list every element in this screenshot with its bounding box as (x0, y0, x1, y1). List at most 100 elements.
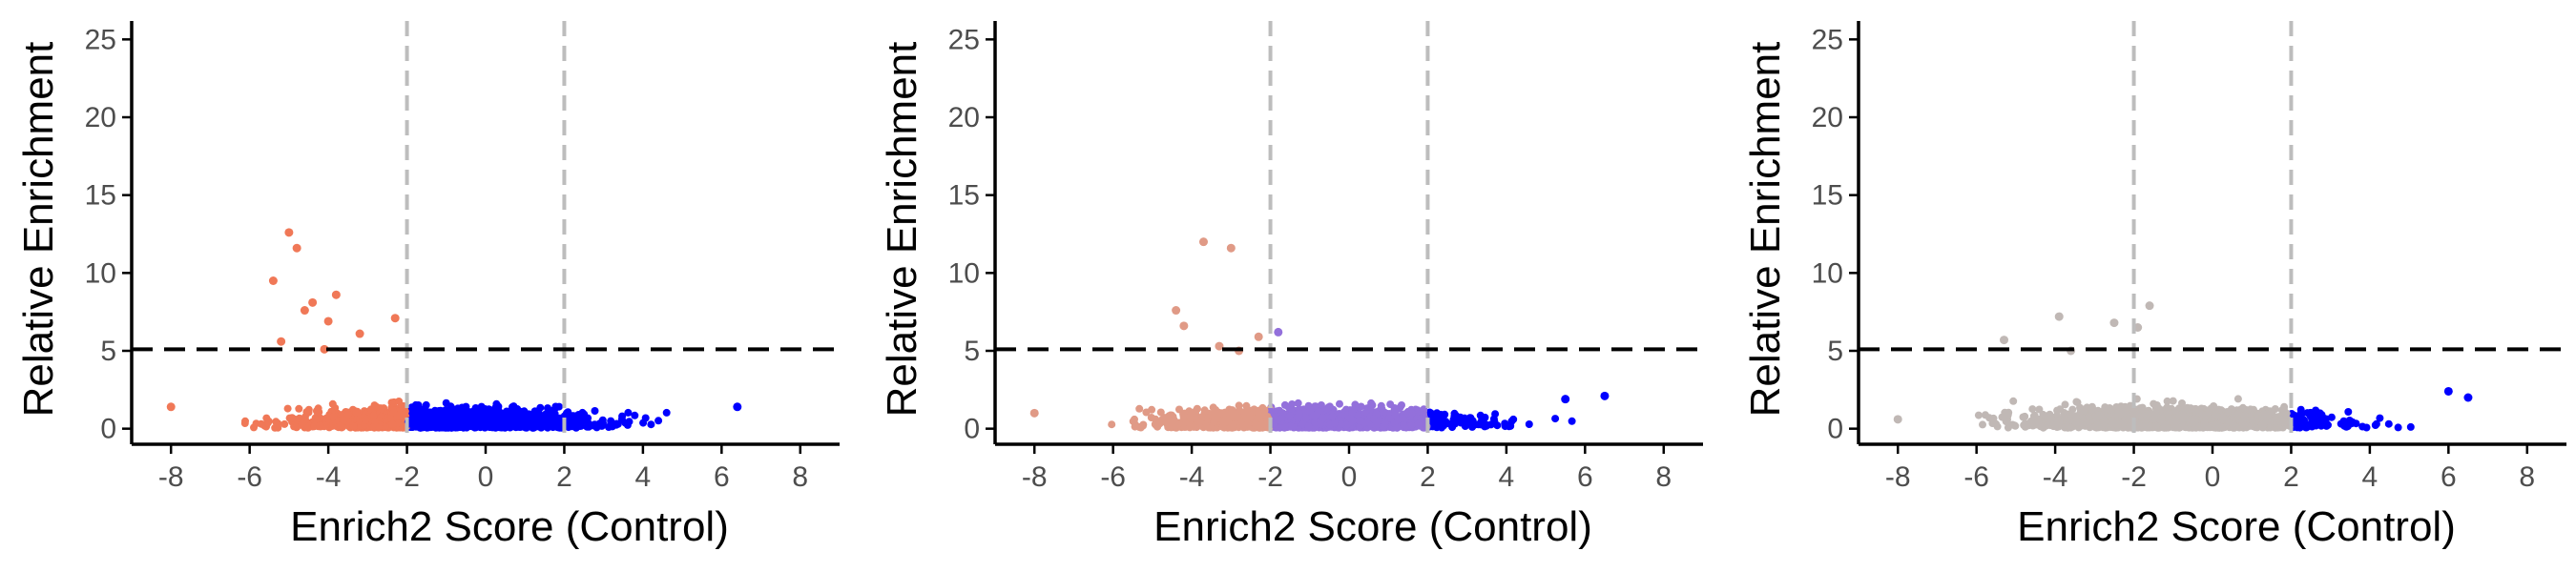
data-point (457, 421, 466, 429)
y-tick-label: 25 (85, 24, 116, 55)
data-point (298, 419, 306, 428)
data-point (1330, 419, 1339, 427)
data-point (591, 407, 599, 415)
data-point (1398, 401, 1405, 409)
x-axis-title: Enrich2 Score (Control) (1153, 503, 1592, 550)
outlier-point (733, 402, 742, 412)
data-point (372, 402, 381, 411)
data-point (1414, 419, 1423, 428)
x-tick-label: -8 (1022, 461, 1048, 493)
y-tick-label: 0 (100, 414, 116, 445)
data-point (575, 417, 584, 425)
data-point (453, 405, 462, 414)
x-tick-label: -4 (316, 461, 342, 493)
data-point (631, 411, 639, 419)
y-tick-label: 15 (948, 180, 980, 212)
data-point (264, 417, 273, 425)
y-tick-label: 15 (85, 180, 116, 212)
y-tick-label: 25 (948, 24, 980, 55)
data-point (1138, 421, 1147, 430)
data-point (1408, 409, 1417, 418)
x-tick-label: 8 (1655, 461, 1672, 493)
outlier-point (1274, 327, 1283, 337)
data-point (1568, 417, 1576, 425)
outlier-point (1172, 306, 1181, 316)
outlier-point (284, 228, 294, 237)
data-point (352, 408, 361, 417)
data-point (2035, 405, 2044, 414)
y-axis-title: Relative Enrichment (15, 42, 62, 418)
data-point (509, 406, 517, 415)
data-point (473, 418, 482, 426)
data-point (2296, 405, 2305, 414)
data-point (1227, 423, 1236, 432)
data-point (1301, 414, 1310, 422)
data-point (1400, 420, 1407, 429)
data-point (1170, 422, 1178, 431)
data-point (1450, 409, 1459, 418)
data-point (1461, 414, 1469, 422)
data-point (1407, 421, 1416, 430)
data-point (1509, 415, 1518, 423)
data-point (1218, 422, 1227, 431)
data-point (1346, 415, 1355, 423)
outlier-point (1254, 332, 1263, 341)
x-tick-label: 0 (478, 461, 494, 493)
data-point (2384, 419, 2393, 428)
x-tick-label: -6 (237, 461, 262, 493)
data-point (1129, 417, 1137, 425)
data-point (618, 412, 627, 420)
outlier-point (308, 297, 318, 307)
data-point (1386, 400, 1395, 409)
data-point (410, 419, 418, 427)
data-point (535, 419, 544, 427)
data-point (2072, 398, 2081, 406)
data-point (271, 423, 280, 432)
data-point (2009, 397, 2018, 405)
data-point (422, 400, 430, 409)
data-point (1974, 411, 1983, 419)
outlier-point (1561, 395, 1570, 404)
data-point (1393, 423, 1402, 432)
y-tick-label: 20 (948, 102, 980, 133)
data-point (1525, 420, 1533, 428)
outlier-point (331, 290, 341, 299)
data-point (240, 419, 249, 427)
data-point (407, 403, 416, 412)
data-point (490, 420, 499, 429)
data-point (426, 414, 434, 422)
data-point (1142, 408, 1151, 417)
data-point (1158, 416, 1167, 424)
data-point (654, 417, 663, 425)
y-tick-label: 10 (948, 257, 980, 289)
x-tick-label: -6 (1100, 461, 1126, 493)
data-point (1288, 422, 1297, 431)
data-point (498, 417, 507, 425)
data-point (1260, 406, 1269, 415)
data-point (400, 410, 408, 419)
data-point (288, 414, 297, 422)
x-tick-label: 0 (1341, 461, 1358, 493)
data-point (1438, 423, 1445, 432)
data-point (1336, 399, 1343, 408)
data-point (1280, 400, 1289, 409)
data-point (1239, 408, 1248, 417)
data-point (2406, 422, 2415, 431)
data-point (316, 421, 324, 430)
data-point (295, 404, 303, 413)
x-tick-label: 4 (1499, 461, 1515, 493)
data-point (1481, 413, 1489, 421)
data-point (1135, 404, 1144, 413)
x-axis-title: Enrich2 Score (Control) (290, 503, 729, 550)
data-point (1316, 419, 1324, 428)
data-point (1311, 411, 1319, 419)
data-point (1361, 419, 1369, 427)
data-points (1029, 237, 1610, 432)
data-point (340, 416, 348, 424)
data-point (2028, 405, 2037, 414)
x-tick-label: -8 (158, 461, 184, 493)
data-point (1436, 411, 1444, 419)
data-point (395, 398, 404, 405)
outlier-point (355, 329, 364, 338)
data-point (485, 414, 493, 422)
